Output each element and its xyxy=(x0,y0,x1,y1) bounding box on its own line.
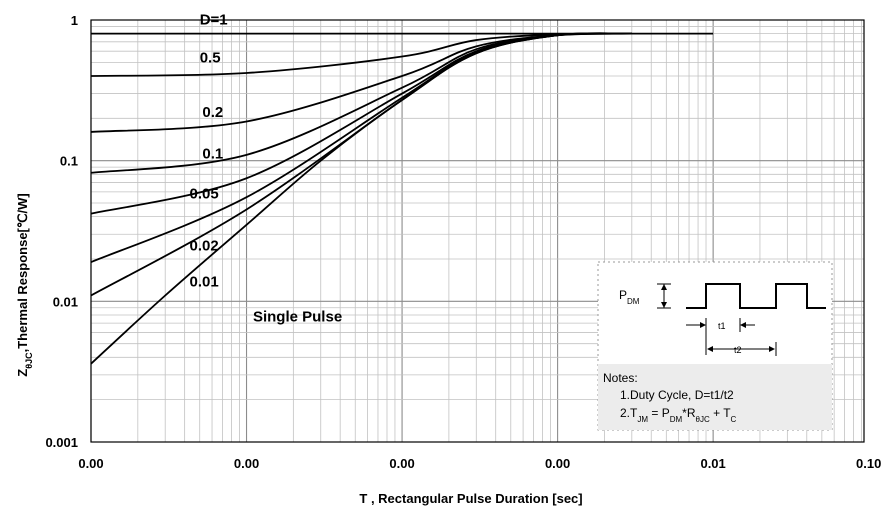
series-label-5: 0.02 xyxy=(190,237,219,254)
t2-arrowhead-left xyxy=(707,346,713,352)
y-axis-title: ZθJC,Thermal Response[℃/W] xyxy=(15,193,34,376)
x-tick-label: 0.00 xyxy=(545,456,570,471)
x-tick-label: 0.10 xyxy=(856,456,881,471)
y-axis-title-sub: θJC xyxy=(24,352,34,369)
series-label-0: D=1 xyxy=(200,11,228,28)
notes-inset: PDM t1 t2 Notes: 1.Duty Cycle, D=t1/t2 2… xyxy=(597,261,833,431)
series-label-2: 0.2 xyxy=(202,104,223,121)
t1-label: t1 xyxy=(718,321,726,331)
series-label-4: 0.05 xyxy=(190,185,219,202)
series-label-3: 0.1 xyxy=(202,145,223,162)
series-label-1: 0.5 xyxy=(200,49,221,66)
x-axis-title: T , Rectangular Pulse Duration [sec] xyxy=(359,491,582,506)
pdm-label: PDM xyxy=(619,288,640,306)
notes-title: Notes: xyxy=(603,371,638,385)
series-label-6: 0.01 xyxy=(190,273,219,290)
notes-line-2: 2.TJM = PDM*RθJC + TC xyxy=(620,406,737,424)
tick-labels: 0.00 0.00 0.00 0.00 0.01 0.10 0.001 0.01 0.1 1 xyxy=(45,13,881,471)
y-tick-label: 0.001 xyxy=(45,435,78,450)
series-label-7: Single Pulse xyxy=(253,308,342,325)
pdm-arrowhead-up xyxy=(661,284,667,290)
pdm-arrowhead-down xyxy=(661,302,667,308)
notes-line-1: 1.Duty Cycle, D=t1/t2 xyxy=(620,388,734,402)
t1-arrowhead-left xyxy=(700,322,706,328)
x-tick-label: 0.00 xyxy=(389,456,414,471)
series-labels: D=1 0.5 0.2 0.1 0.05 0.02 0.01 Single Pulse xyxy=(190,11,343,325)
y-axis-title-main: Z xyxy=(15,369,30,377)
y-tick-label: 0.1 xyxy=(60,154,78,169)
y-tick-label: 0.01 xyxy=(53,294,78,309)
notes-text-background xyxy=(598,364,832,430)
x-tick-label: 0.00 xyxy=(234,456,259,471)
t2-arrowhead-right xyxy=(769,346,775,352)
y-axis-title-rest: ,Thermal Response[℃/W] xyxy=(15,193,30,352)
pulse-waveform xyxy=(686,283,826,309)
plot-frame xyxy=(90,19,865,443)
y-tick-label: 1 xyxy=(71,13,78,28)
t2-label: t2 xyxy=(734,345,742,355)
series-curves xyxy=(90,32,714,365)
x-tick-label: 0.00 xyxy=(78,456,103,471)
t1-arrowhead-right xyxy=(740,322,746,328)
x-tick-label: 0.01 xyxy=(700,456,725,471)
series-line-7 xyxy=(90,32,632,365)
